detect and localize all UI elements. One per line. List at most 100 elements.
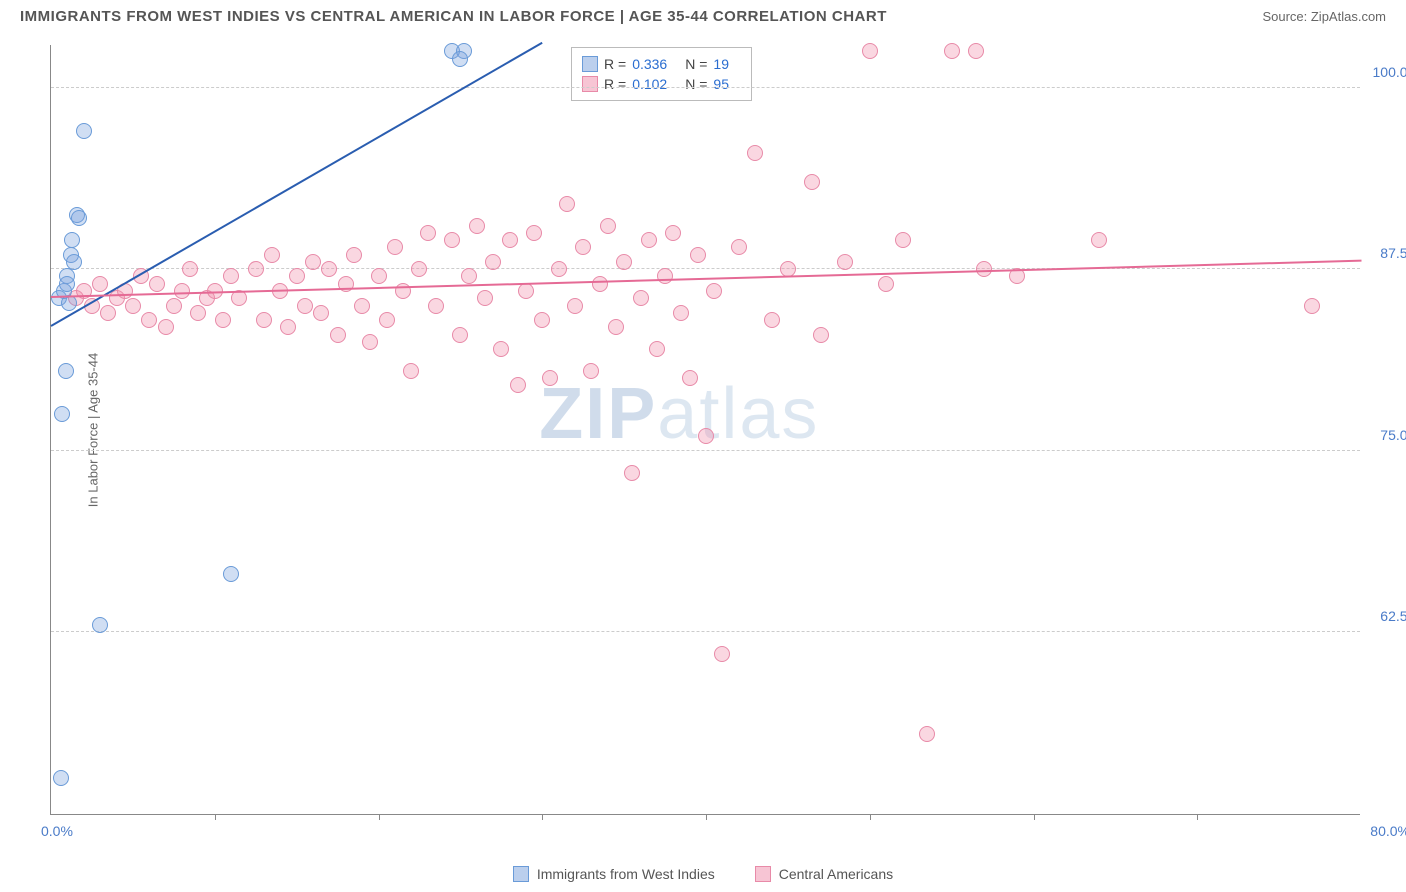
legend-row-series1: R = 0.336 N = 19 — [582, 54, 741, 74]
data-point — [714, 646, 730, 662]
legend-swatch-icon — [513, 866, 529, 882]
data-point — [813, 327, 829, 343]
data-point — [371, 268, 387, 284]
data-point — [92, 276, 108, 292]
data-point — [321, 261, 337, 277]
data-point — [297, 298, 313, 314]
correlation-legend: R = 0.336 N = 19 R = 0.102 N = 95 — [571, 47, 752, 101]
legend-item-series2: Central Americans — [755, 866, 893, 882]
scatter-chart: In Labor Force | Age 35-44 0.0% 80.0% ZI… — [50, 45, 1360, 815]
data-point — [633, 290, 649, 306]
data-point — [76, 123, 92, 139]
data-point — [461, 268, 477, 284]
data-point — [256, 312, 272, 328]
data-point — [264, 247, 280, 263]
watermark: ZIPatlas — [539, 373, 819, 455]
series-legend: Immigrants from West Indies Central Amer… — [0, 866, 1406, 882]
data-point — [66, 254, 82, 270]
data-point — [313, 305, 329, 321]
data-point — [330, 327, 346, 343]
data-point — [100, 305, 116, 321]
data-point — [583, 363, 599, 379]
data-point — [444, 232, 460, 248]
chart-header: IMMIGRANTS FROM WEST INDIES VS CENTRAL A… — [0, 0, 1406, 33]
data-point — [657, 268, 673, 284]
data-point — [64, 232, 80, 248]
data-point — [641, 232, 657, 248]
data-point — [58, 363, 74, 379]
gridline — [51, 450, 1360, 451]
data-point — [682, 370, 698, 386]
x-tick — [542, 814, 543, 820]
data-point — [542, 370, 558, 386]
data-point — [469, 218, 485, 234]
legend-swatch-icon — [755, 866, 771, 882]
data-point — [968, 43, 984, 59]
x-axis-min-label: 0.0% — [41, 823, 73, 839]
data-point — [59, 276, 75, 292]
data-point — [837, 254, 853, 270]
data-point — [452, 51, 468, 67]
data-point — [575, 239, 591, 255]
data-point — [649, 341, 665, 357]
y-tick-label: 100.0% — [1373, 64, 1406, 80]
data-point — [706, 283, 722, 299]
data-point — [223, 268, 239, 284]
data-point — [362, 334, 378, 350]
data-point — [71, 210, 87, 226]
data-point — [895, 232, 911, 248]
data-point — [502, 232, 518, 248]
data-point — [592, 276, 608, 292]
data-point — [1091, 232, 1107, 248]
data-point — [53, 770, 69, 786]
source-attribution: Source: ZipAtlas.com — [1262, 9, 1386, 24]
data-point — [747, 145, 763, 161]
data-point — [403, 363, 419, 379]
data-point — [1304, 298, 1320, 314]
data-point — [526, 225, 542, 241]
data-point — [223, 566, 239, 582]
y-tick-label: 62.5% — [1380, 608, 1406, 624]
data-point — [485, 254, 501, 270]
data-point — [673, 305, 689, 321]
data-point — [804, 174, 820, 190]
x-tick — [870, 814, 871, 820]
data-point — [248, 261, 264, 277]
data-point — [698, 428, 714, 444]
chart-title: IMMIGRANTS FROM WEST INDIES VS CENTRAL A… — [20, 8, 887, 25]
y-tick-label: 87.5% — [1380, 245, 1406, 261]
data-point — [289, 268, 305, 284]
data-point — [420, 225, 436, 241]
data-point — [567, 298, 583, 314]
x-tick — [1197, 814, 1198, 820]
data-point — [141, 312, 157, 328]
data-point — [559, 196, 575, 212]
data-point — [190, 305, 206, 321]
data-point — [54, 406, 70, 422]
data-point — [411, 261, 427, 277]
x-axis-max-label: 80.0% — [1370, 823, 1406, 839]
x-tick — [379, 814, 380, 820]
data-point — [862, 43, 878, 59]
data-point — [878, 276, 894, 292]
data-point — [174, 283, 190, 299]
x-tick — [215, 814, 216, 820]
data-point — [600, 218, 616, 234]
data-point — [919, 726, 935, 742]
data-point — [944, 43, 960, 59]
data-point — [158, 319, 174, 335]
data-point — [690, 247, 706, 263]
data-point — [387, 239, 403, 255]
data-point — [305, 254, 321, 270]
legend-row-series2: R = 0.102 N = 95 — [582, 74, 741, 94]
y-axis-title: In Labor Force | Age 35-44 — [86, 352, 101, 506]
data-point — [182, 261, 198, 277]
data-point — [346, 247, 362, 263]
data-point — [493, 341, 509, 357]
data-point — [354, 298, 370, 314]
data-point — [379, 312, 395, 328]
data-point — [215, 312, 231, 328]
data-point — [92, 617, 108, 633]
data-point — [731, 239, 747, 255]
data-point — [518, 283, 534, 299]
